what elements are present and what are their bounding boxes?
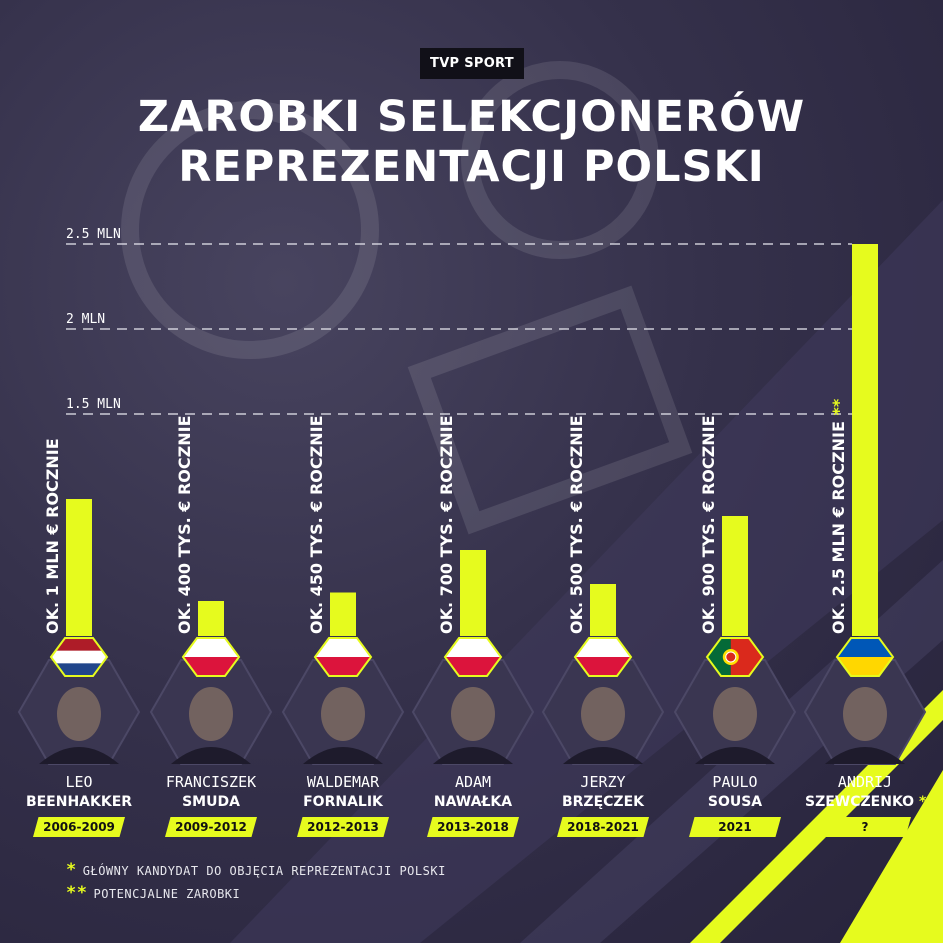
bar-5 [590, 584, 616, 636]
flag-poland-icon [573, 637, 633, 677]
coach-last-name-1: BEENHAKKER [25, 794, 133, 810]
y-tick-label-3: 2.5 MLN [66, 227, 121, 242]
bar-label-5: OK. 500 TYS. € ROCZNIE [567, 415, 586, 634]
bar-4 [460, 550, 486, 636]
bar-label-4: OK. 700 TYS. € ROCZNIE [437, 415, 456, 634]
coach-last-name-4: NAWAŁKA [433, 794, 513, 810]
bar-7 [852, 244, 878, 636]
tenure-period-4: 2013-2018 [427, 817, 519, 837]
coach-last-name-2: SMUDA [182, 794, 240, 810]
tenure-period-6: 2021 [689, 817, 781, 837]
brand-badge: TVP SPORT [420, 48, 524, 79]
portrait-face-3 [321, 687, 365, 741]
tenure-period-7: ? [819, 817, 911, 837]
flag-poland-icon [313, 637, 373, 677]
bar-label-7: OK. 2.5 MLN € ROCZNIE ** [829, 398, 848, 634]
title-line-1: ZAROBKI SELEKCJONERÓW [137, 92, 806, 142]
portrait-face-4 [451, 687, 495, 741]
bar-1 [66, 499, 92, 636]
flag-netherlands-icon [49, 637, 109, 677]
coach-first-name-1: LEO [65, 773, 93, 791]
flag-ukraine-icon [835, 637, 895, 677]
y-tick-label-1: 1.5 MLN [66, 397, 121, 412]
portrait-shoulders-7 [825, 747, 905, 764]
tenure-period-2: 2009-2012 [165, 817, 257, 837]
portrait-face-5 [581, 687, 625, 741]
portrait-shoulders-1 [39, 747, 119, 764]
flag-portugal-icon [705, 637, 765, 677]
bar-label-2: OK. 400 TYS. € ROCZNIE [175, 415, 194, 634]
y-tick-label-2: 2 MLN [66, 312, 105, 327]
portrait-shoulders-4 [433, 747, 513, 764]
bar-label-6: OK. 900 TYS. € ROCZNIE [699, 415, 718, 634]
footnote-2-mark: ** [66, 883, 88, 903]
portrait-shoulders-5 [563, 747, 643, 764]
footnote-2: ** POTENCJALNE ZAROBKI [66, 883, 240, 903]
tenure-period-1: 2006-2009 [33, 817, 125, 837]
coach-first-name-7: ANDRIJ [837, 773, 893, 791]
portrait-shoulders-3 [303, 747, 383, 764]
footnote-1-mark: * [66, 860, 77, 880]
footnote-2-text: POTENCJALNE ZAROBKI [93, 887, 241, 901]
portrait-face-2 [189, 687, 233, 741]
bars: OK. 1 MLN € ROCZNIE OK. 400 TYS. € ROCZNI… [17, 244, 927, 765]
bar-label-3: OK. 450 TYS. € ROCZNIE [307, 415, 326, 634]
coach-last-name-3: FORNALIK [303, 794, 383, 810]
bar-3 [330, 592, 356, 636]
coach-last-name-6: SOUSA [707, 794, 763, 810]
portrait-shoulders-2 [171, 747, 251, 764]
title-line-2: REPREZENTACJI POLSKI [178, 142, 765, 192]
bar-2 [198, 601, 224, 636]
footnote-1: * GŁÓWNY KANDYDAT DO OBJĘCIA REPREZENTACJ… [66, 860, 446, 880]
bar-6 [722, 516, 748, 636]
candidate-mark: * [914, 794, 927, 810]
bar-label-1: OK. 1 MLN € ROCZNIE [43, 438, 62, 634]
portrait-face-1 [57, 687, 101, 741]
coach-first-name-4: ADAM [454, 773, 492, 791]
flag-poland-icon [443, 637, 503, 677]
portrait-shoulders-6 [695, 747, 775, 764]
coach-first-name-6: PAULO [712, 773, 758, 791]
tenure-period-5: 2018-2021 [557, 817, 649, 837]
coach-first-name-3: WALDEMAR [306, 773, 380, 791]
tenure-period-3: 2012-2013 [297, 817, 389, 837]
flag-poland-icon [181, 637, 241, 677]
portrait-face-7 [843, 687, 887, 741]
coach-last-name-5: BRZĘCZEK [561, 794, 644, 810]
grid: 1.5 MLN 2 MLN 2.5 MLN [66, 227, 852, 415]
portrait-face-6 [713, 687, 757, 741]
coach-last-name-7: SZEWCZENKO * [805, 794, 927, 810]
footnote-1-text: GŁÓWNY KANDYDAT DO OBJĘCIA REPREZENTACJI… [82, 864, 446, 878]
coach-first-name-5: JERZY [580, 773, 626, 791]
coach-first-name-2: FRANCISZEK [165, 773, 257, 791]
